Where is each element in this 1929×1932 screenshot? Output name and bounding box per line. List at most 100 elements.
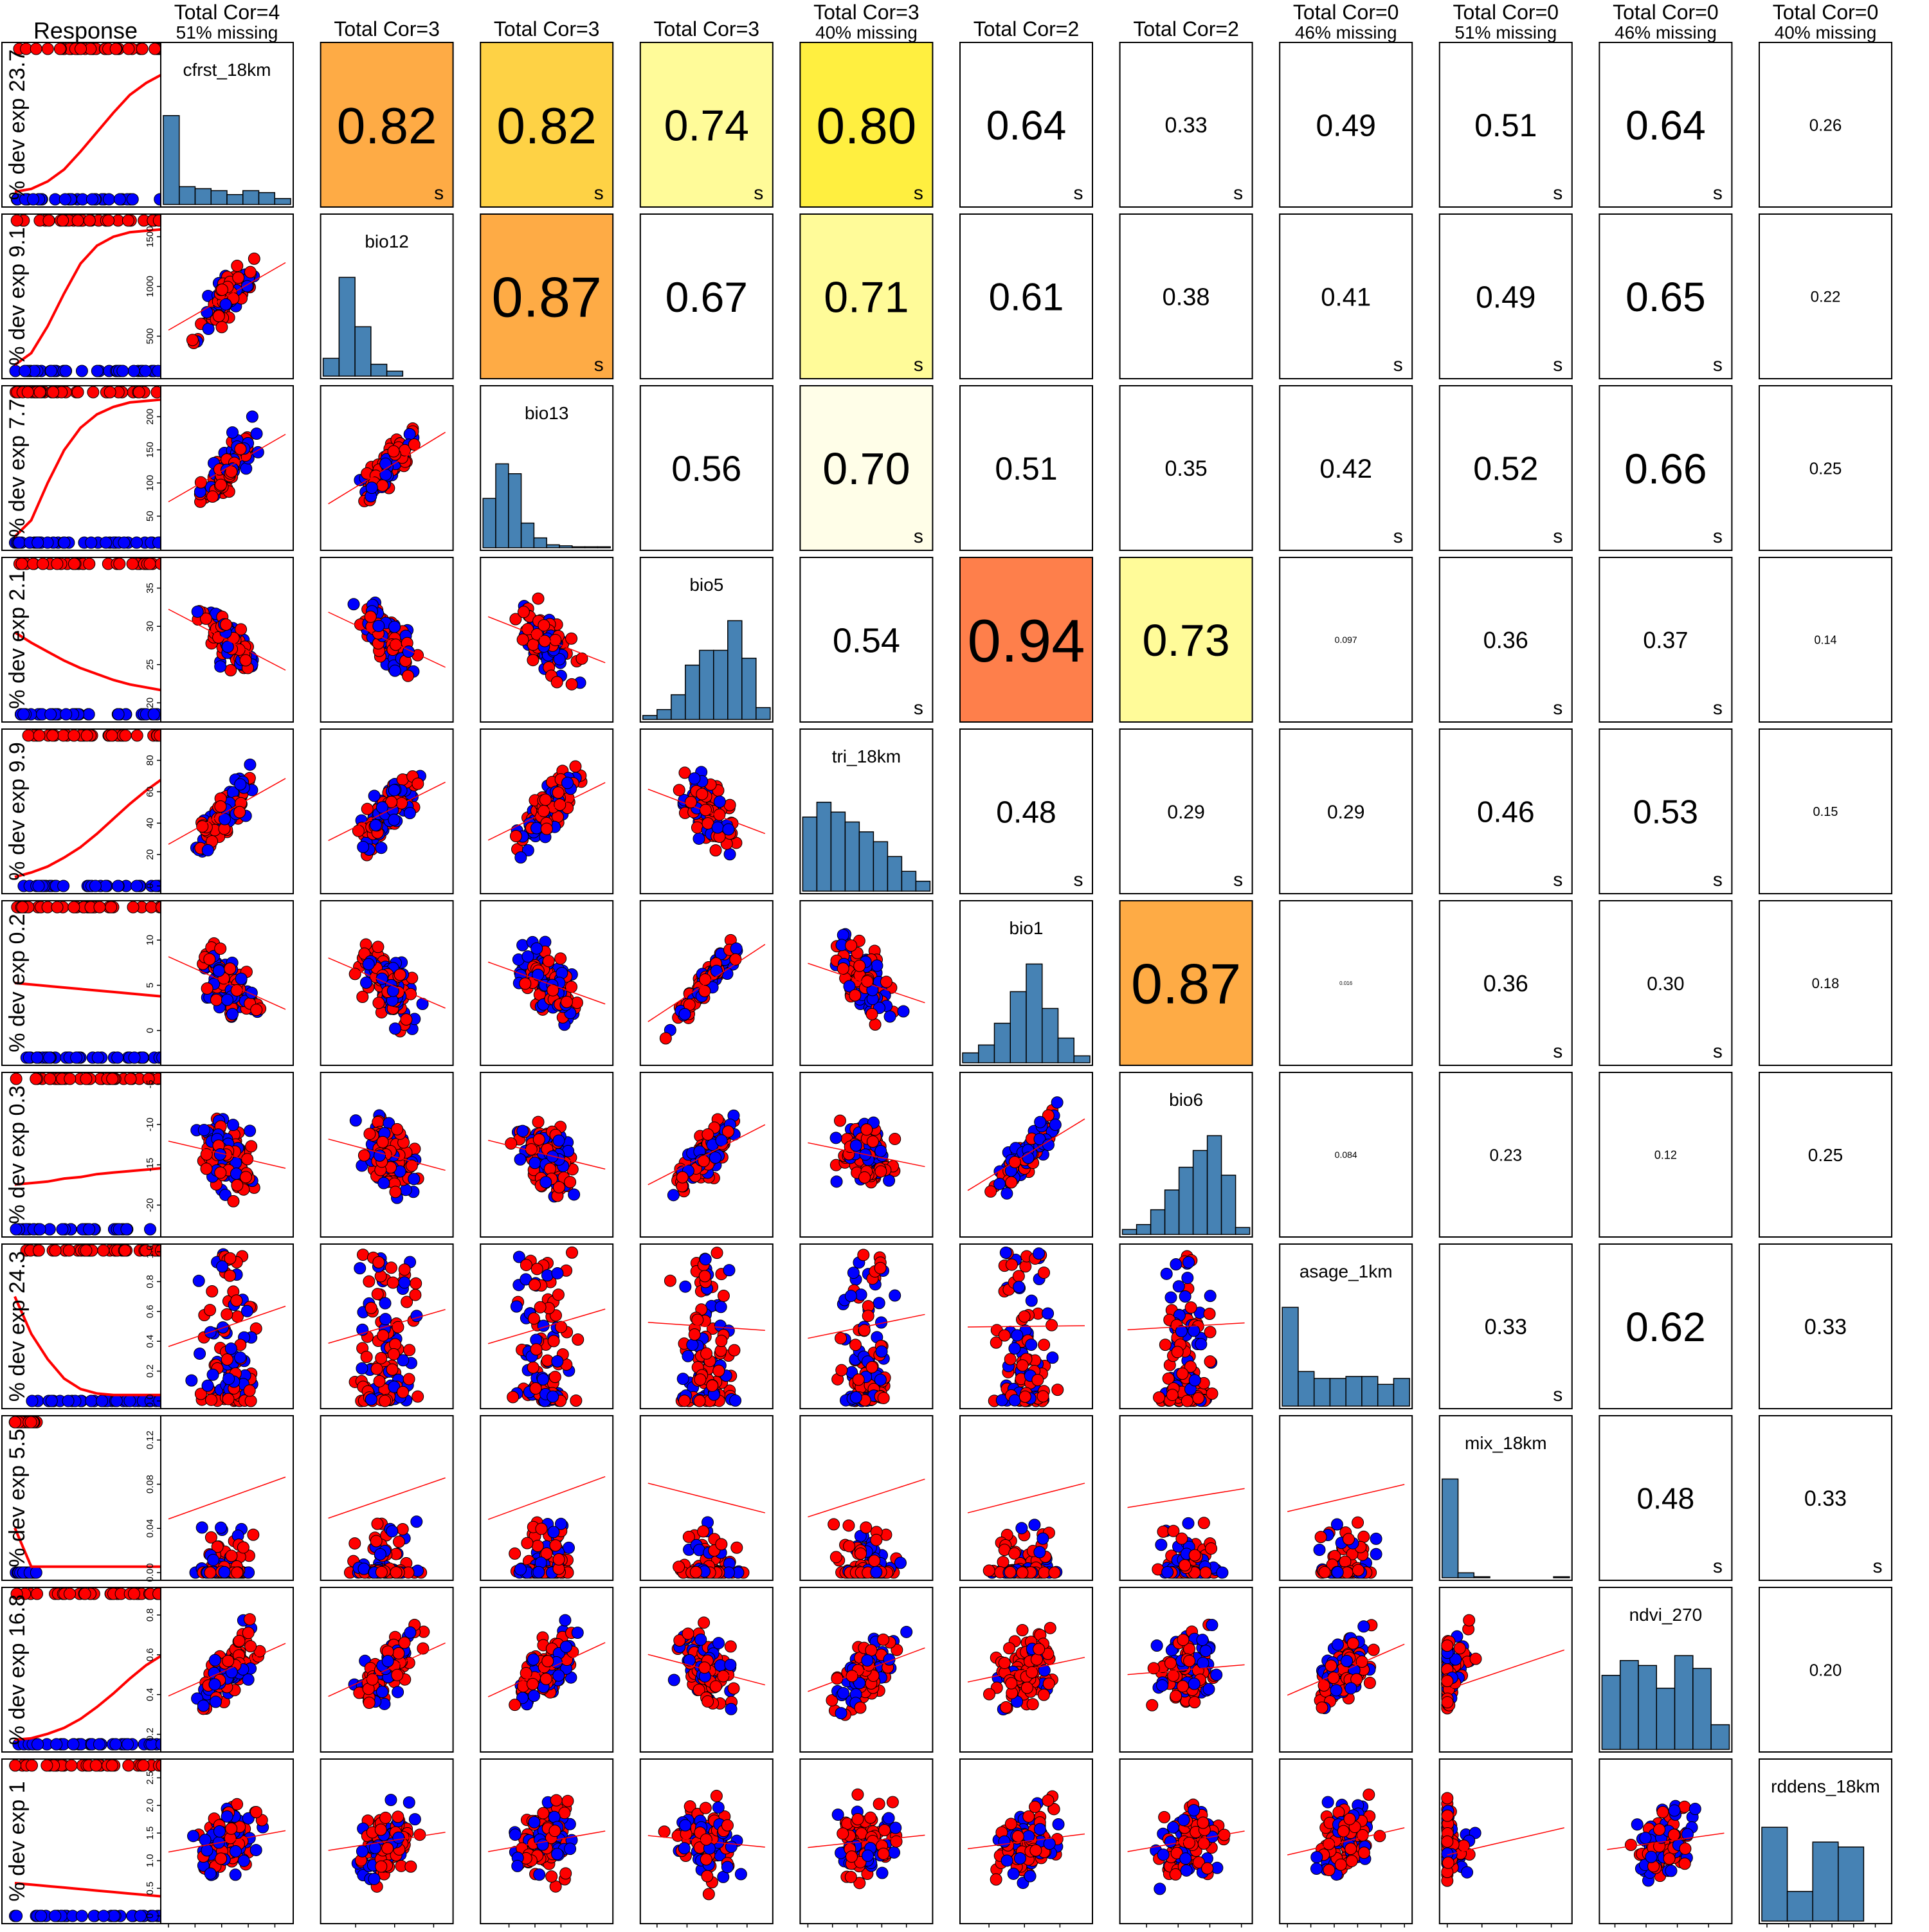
scatter-point (539, 1176, 552, 1189)
correlation-value: 0.46 (1477, 795, 1535, 829)
histogram-bar (1178, 1166, 1194, 1235)
scatter-point (676, 1373, 689, 1386)
scatter-point (239, 654, 252, 667)
panel-bio1-rddens_18km: 0.18 (1759, 900, 1892, 1066)
scatter-point (1192, 1392, 1205, 1405)
scatter-point (215, 321, 228, 334)
correlation-value: 0.71 (824, 273, 909, 321)
scatter-point (694, 1373, 707, 1386)
panel-mix_18km-bio6 (1119, 1415, 1253, 1581)
presence-point (78, 1587, 91, 1600)
scatter-point (391, 1123, 404, 1135)
scatter-point (870, 1533, 883, 1546)
presence-point (105, 901, 118, 914)
absence-point (122, 1738, 134, 1751)
panel-bio1-tri_18km (799, 900, 934, 1066)
scatter-point (552, 1288, 565, 1301)
presence-point (16, 901, 29, 914)
histogram-bar (1073, 1055, 1091, 1063)
panel-cfrst_18km-tri_18km: 0.80s (799, 42, 934, 208)
scatter-point (873, 1297, 885, 1310)
response-frame (1, 728, 170, 894)
scatter-point (402, 669, 415, 682)
scatter-point (375, 1351, 388, 1364)
panel-bio13-rddens_18km: 0.25 (1759, 385, 1892, 551)
deviance-label-bio1: % dev exp 0.2 (5, 914, 30, 1052)
scatter-point (240, 1305, 253, 1317)
histogram-bar (1220, 1175, 1236, 1235)
scatter-point (245, 1140, 258, 1153)
scatter-point (874, 1373, 887, 1386)
absence-point (89, 880, 102, 892)
panel-cfrst_18km-cfrst_18km: cfrst_18km (160, 42, 294, 208)
presence-point (106, 1072, 119, 1085)
scatter-point (379, 1395, 392, 1407)
absence-point (32, 880, 45, 892)
scatter-point (679, 1280, 692, 1293)
presence-point (80, 729, 93, 742)
significance-marker: s (1713, 1041, 1723, 1062)
histogram-bar (699, 649, 714, 720)
scatter-point (843, 1540, 856, 1553)
deviance-label-tri_18km: % dev exp 9.9 (5, 742, 30, 880)
absence-point (30, 1566, 42, 1579)
scatter-point (363, 1128, 376, 1141)
presence-point (33, 386, 46, 399)
scatter-point (894, 1557, 907, 1569)
histogram-bar (1164, 1189, 1180, 1235)
scatter-point (1011, 1329, 1024, 1342)
scatter-point (230, 984, 243, 997)
correlation-value: 0.18 (1812, 975, 1840, 991)
response-frame (1, 900, 170, 1066)
presence-point (44, 1072, 57, 1085)
scatter-point (525, 1143, 538, 1156)
scatter-point (517, 606, 530, 618)
correlation-value: 0.64 (1626, 102, 1706, 149)
scatter-point (1016, 1566, 1029, 1579)
scatter-point (862, 1310, 874, 1323)
correlation-value: 0.29 (1167, 802, 1204, 823)
scatter-point (394, 968, 406, 981)
scatter-point (409, 1288, 422, 1301)
scatter-point (403, 1373, 415, 1386)
histogram-bar (642, 715, 658, 720)
scatter-point (1159, 1339, 1172, 1351)
panel-bio1-mix_18km: 0.36s (1438, 900, 1573, 1066)
missing-label-ndvi_270: 46% missing (1615, 23, 1717, 42)
scatter-point (221, 1353, 233, 1366)
scatter-point (712, 1364, 725, 1377)
scatter-point (371, 1517, 384, 1530)
panel-bio6-bio13 (480, 1072, 614, 1238)
scatter-point (693, 1395, 706, 1407)
panel-asage_1km-bio12 (320, 1243, 454, 1409)
scatter-point (224, 1342, 237, 1355)
scatter-point (565, 678, 578, 691)
scatter-point (237, 1541, 249, 1554)
panel-tri_18km-bio5 (639, 728, 774, 894)
correlation-value: 0.33 (1804, 1315, 1847, 1339)
scatter-point (845, 939, 858, 952)
scatter-point (1203, 1307, 1216, 1320)
scatter-point (874, 1144, 887, 1157)
scatter-point (1004, 1566, 1017, 1578)
absence-point (58, 536, 71, 549)
histogram-bar (520, 522, 535, 548)
presence-point (83, 557, 96, 570)
scatter-point (730, 942, 743, 955)
scatter-point (549, 1539, 562, 1552)
presence-point (32, 1244, 45, 1257)
scatter-point (570, 997, 583, 1009)
presence-point (10, 214, 23, 227)
presence-point (57, 214, 69, 227)
scatter-point (691, 821, 703, 834)
scatter-point (554, 952, 567, 965)
scatter-point (706, 1379, 719, 1392)
absence-point (17, 708, 30, 721)
variable-name-tri_18km: tri_18km (832, 746, 901, 766)
histogram-bar (584, 546, 599, 548)
scatter-point (1188, 1324, 1200, 1337)
panel-bio12-rddens_18km: 0.22 (1759, 213, 1892, 379)
scatter-point (191, 605, 204, 618)
scatter-point (676, 1171, 689, 1184)
scatter-point (1037, 1532, 1049, 1545)
